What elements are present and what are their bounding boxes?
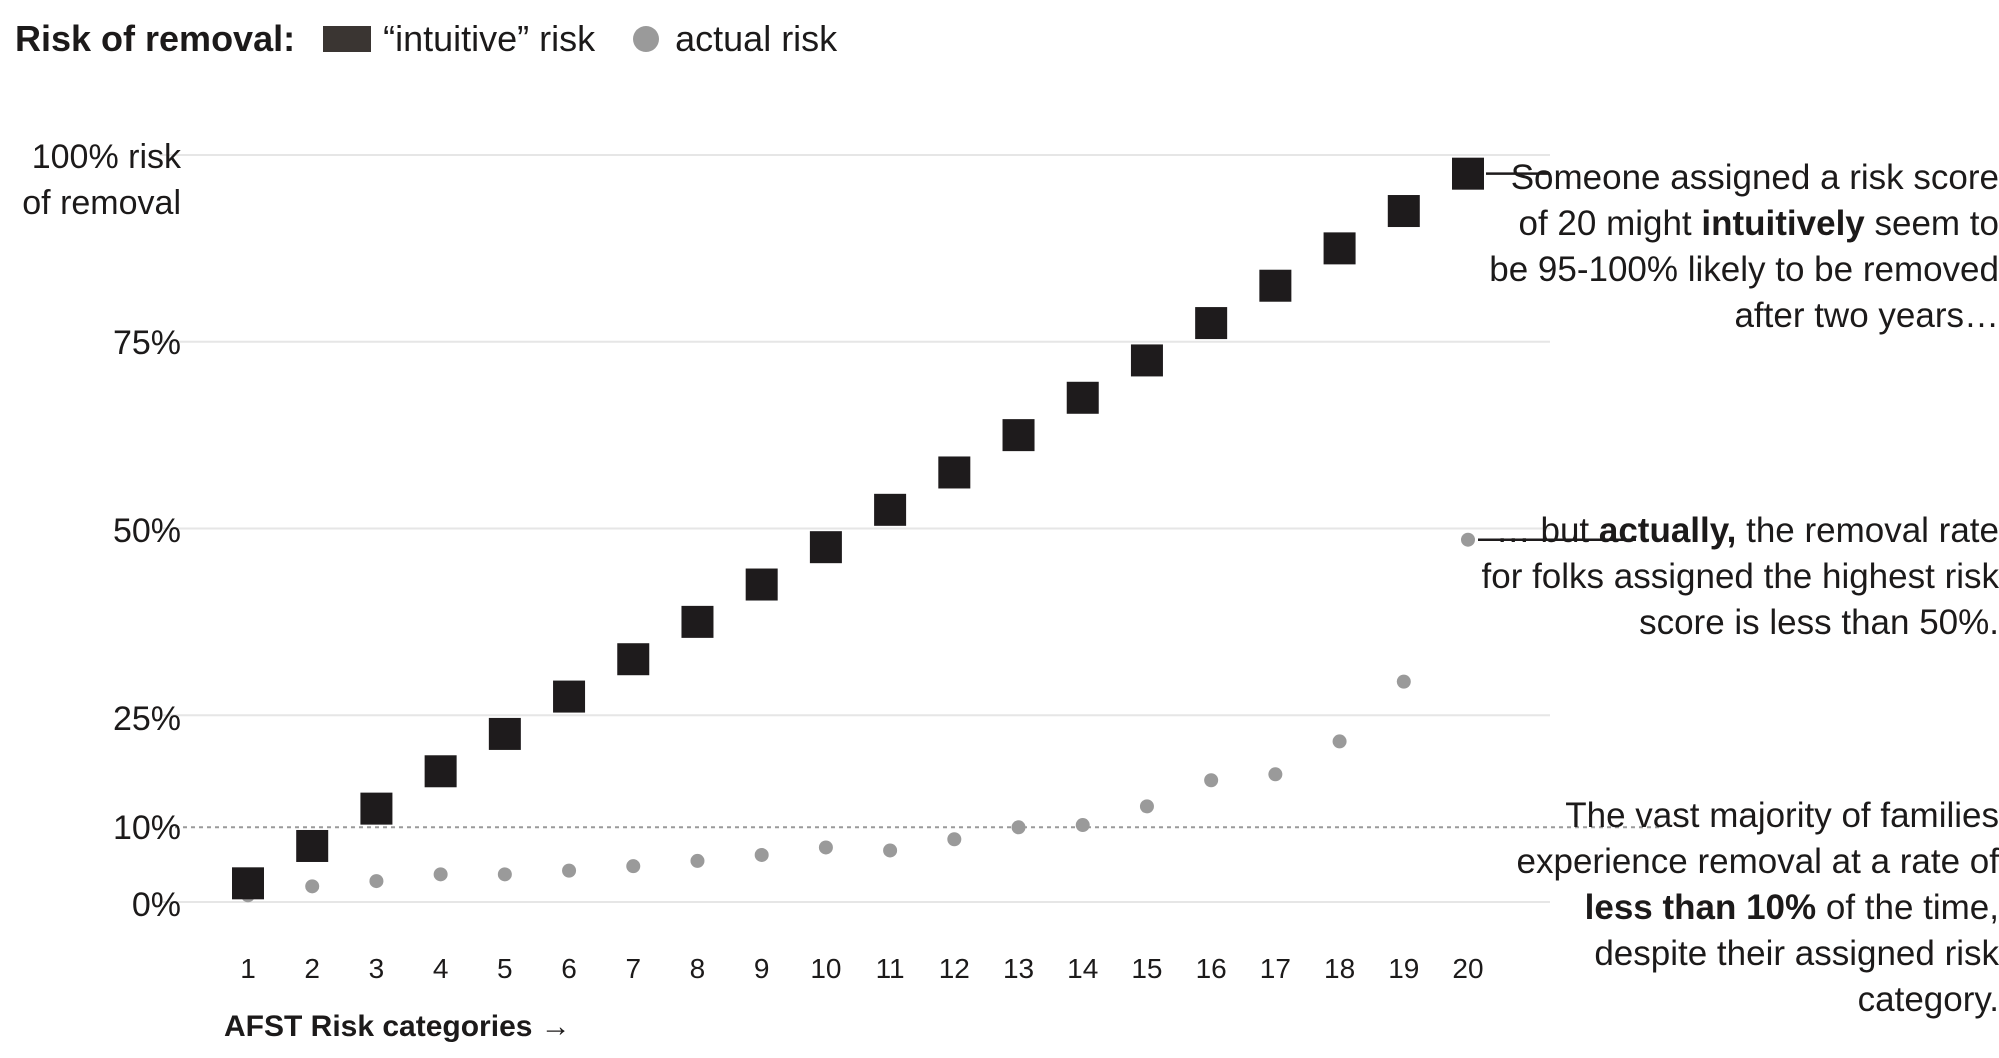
x-tick-label: 20 [1452, 953, 1483, 984]
x-tick-label: 4 [433, 953, 449, 984]
actual-risk-series [241, 532, 1475, 903]
intuitive-point-13 [1002, 419, 1035, 452]
intuitive-point-12 [938, 456, 971, 489]
y-label-100-line2: of removal [22, 184, 181, 222]
annotation-intuitive-bold: intuitively [1701, 204, 1865, 243]
intuitive-point-9 [745, 568, 778, 601]
intuitive-point-3 [360, 792, 393, 825]
y-label-50: 50% [112, 512, 181, 550]
actual-point-11 [883, 843, 898, 858]
legend-actual-label: actual risk [675, 18, 838, 59]
intuitive-point-11 [874, 493, 907, 526]
intuitive-point-1 [232, 867, 264, 900]
x-tick-label: 7 [625, 953, 641, 984]
x-tick-label: 10 [810, 953, 841, 984]
annotation-majority-bold: less than 10% [1584, 888, 1817, 927]
x-tick-label: 2 [304, 953, 320, 984]
actual-point-3 [369, 874, 384, 889]
intuitive-point-15 [1130, 344, 1163, 377]
x-tick-label: 9 [754, 953, 770, 984]
actual-point-8 [690, 853, 705, 868]
x-tick-label: 19 [1388, 953, 1419, 984]
intuitive-point-17 [1259, 269, 1292, 302]
intuitive-point-4 [424, 755, 457, 788]
actual-point-19 [1396, 674, 1411, 689]
actual-point-14 [1075, 818, 1090, 833]
x-tick-label: 1 [240, 953, 256, 984]
actual-point-16 [1204, 773, 1219, 788]
x-tick-label: 15 [1131, 953, 1162, 984]
y-label-100-line1: 100% risk [31, 138, 181, 176]
legend-square-swatch [323, 26, 372, 52]
annotation-intuitive-text-1: Someone assigned a risk score of 20 migh… [1510, 158, 1999, 243]
x-tick-label: 8 [690, 953, 706, 984]
actual-point-7 [626, 859, 641, 874]
annotation-majority-text-1: The vast majority of families experience… [1516, 796, 1999, 881]
actual-point-2 [305, 879, 320, 894]
actual-point-12 [947, 832, 962, 847]
actual-point-10 [818, 840, 833, 855]
x-tick-label: 3 [369, 953, 385, 984]
intuitive-point-16 [1195, 307, 1228, 340]
x-tick-label: 16 [1196, 953, 1227, 984]
annotation-actual: … but actually, the removal rate for fol… [1479, 508, 1999, 646]
y-label-10: 10% [112, 809, 181, 847]
intuitive-point-10 [809, 531, 842, 564]
x-tick-label: 6 [561, 953, 577, 984]
x-tick-label: 5 [497, 953, 513, 984]
y-label-0: 0% [131, 886, 181, 924]
annotation-actual-bold: actually, [1598, 511, 1737, 550]
annotation-leaders [1478, 172, 1636, 541]
y-label-75: 75% [112, 324, 181, 362]
x-tick-label: 18 [1324, 953, 1355, 984]
actual-point-15 [1139, 799, 1154, 814]
x-tick-label: 12 [939, 953, 970, 984]
actual-point-20 [1461, 532, 1475, 547]
actual-point-4 [433, 867, 448, 882]
annotation-majority: The vast majority of families experience… [1479, 793, 1999, 1023]
actual-point-9 [754, 847, 769, 862]
annotation-majority-text-2: of the time, despite their assigned risk… [1594, 888, 1999, 1019]
intuitive-point-2 [296, 829, 329, 862]
actual-point-18 [1332, 734, 1347, 749]
actual-point-13 [1011, 820, 1026, 835]
intuitive-point-5 [488, 717, 521, 750]
grid-lines [160, 154, 1550, 903]
x-tick-label: 13 [1003, 953, 1034, 984]
intuitive-point-7 [617, 643, 650, 676]
y-label-25: 25% [112, 700, 181, 738]
legend-intuitive-label: “intuitive” risk [383, 18, 596, 59]
legend: Risk of removal: “intuitive” risk actual… [15, 14, 837, 64]
intuitive-point-18 [1323, 232, 1356, 265]
intuitive-point-19 [1387, 195, 1420, 228]
annotation-actual-text-1: … but [1495, 511, 1590, 550]
annotation-intuitive-text-2: seem to be 95-100% likely to be removed … [1489, 204, 1999, 335]
intuitive-point-6 [553, 680, 586, 713]
x-tick-label: 17 [1260, 953, 1291, 984]
intuitive-point-14 [1066, 381, 1099, 414]
intuitive-risk-series [232, 157, 1484, 900]
annotation-actual-text-2: the removal rate for folks assigned the … [1481, 511, 1999, 642]
intuitive-point-8 [681, 605, 714, 638]
x-axis-title: AFST Risk categories → [224, 1010, 571, 1043]
annotation-intuitive: Someone assigned a risk score of 20 migh… [1479, 155, 1999, 339]
x-tick-label: 11 [876, 953, 905, 984]
actual-point-5 [497, 867, 512, 882]
legend-circle-swatch [633, 26, 660, 52]
actual-point-6 [562, 863, 577, 878]
actual-point-17 [1268, 767, 1283, 782]
x-tick-label: 14 [1067, 953, 1098, 984]
x-tick-labels: 1 2 3 4 5 6 7 8 9 10 11 12 13 14 15 16 17 18 19 20 [240, 953, 1483, 984]
intuitive-point-20 [1452, 157, 1484, 190]
legend-title: Risk of removal: [15, 18, 296, 59]
